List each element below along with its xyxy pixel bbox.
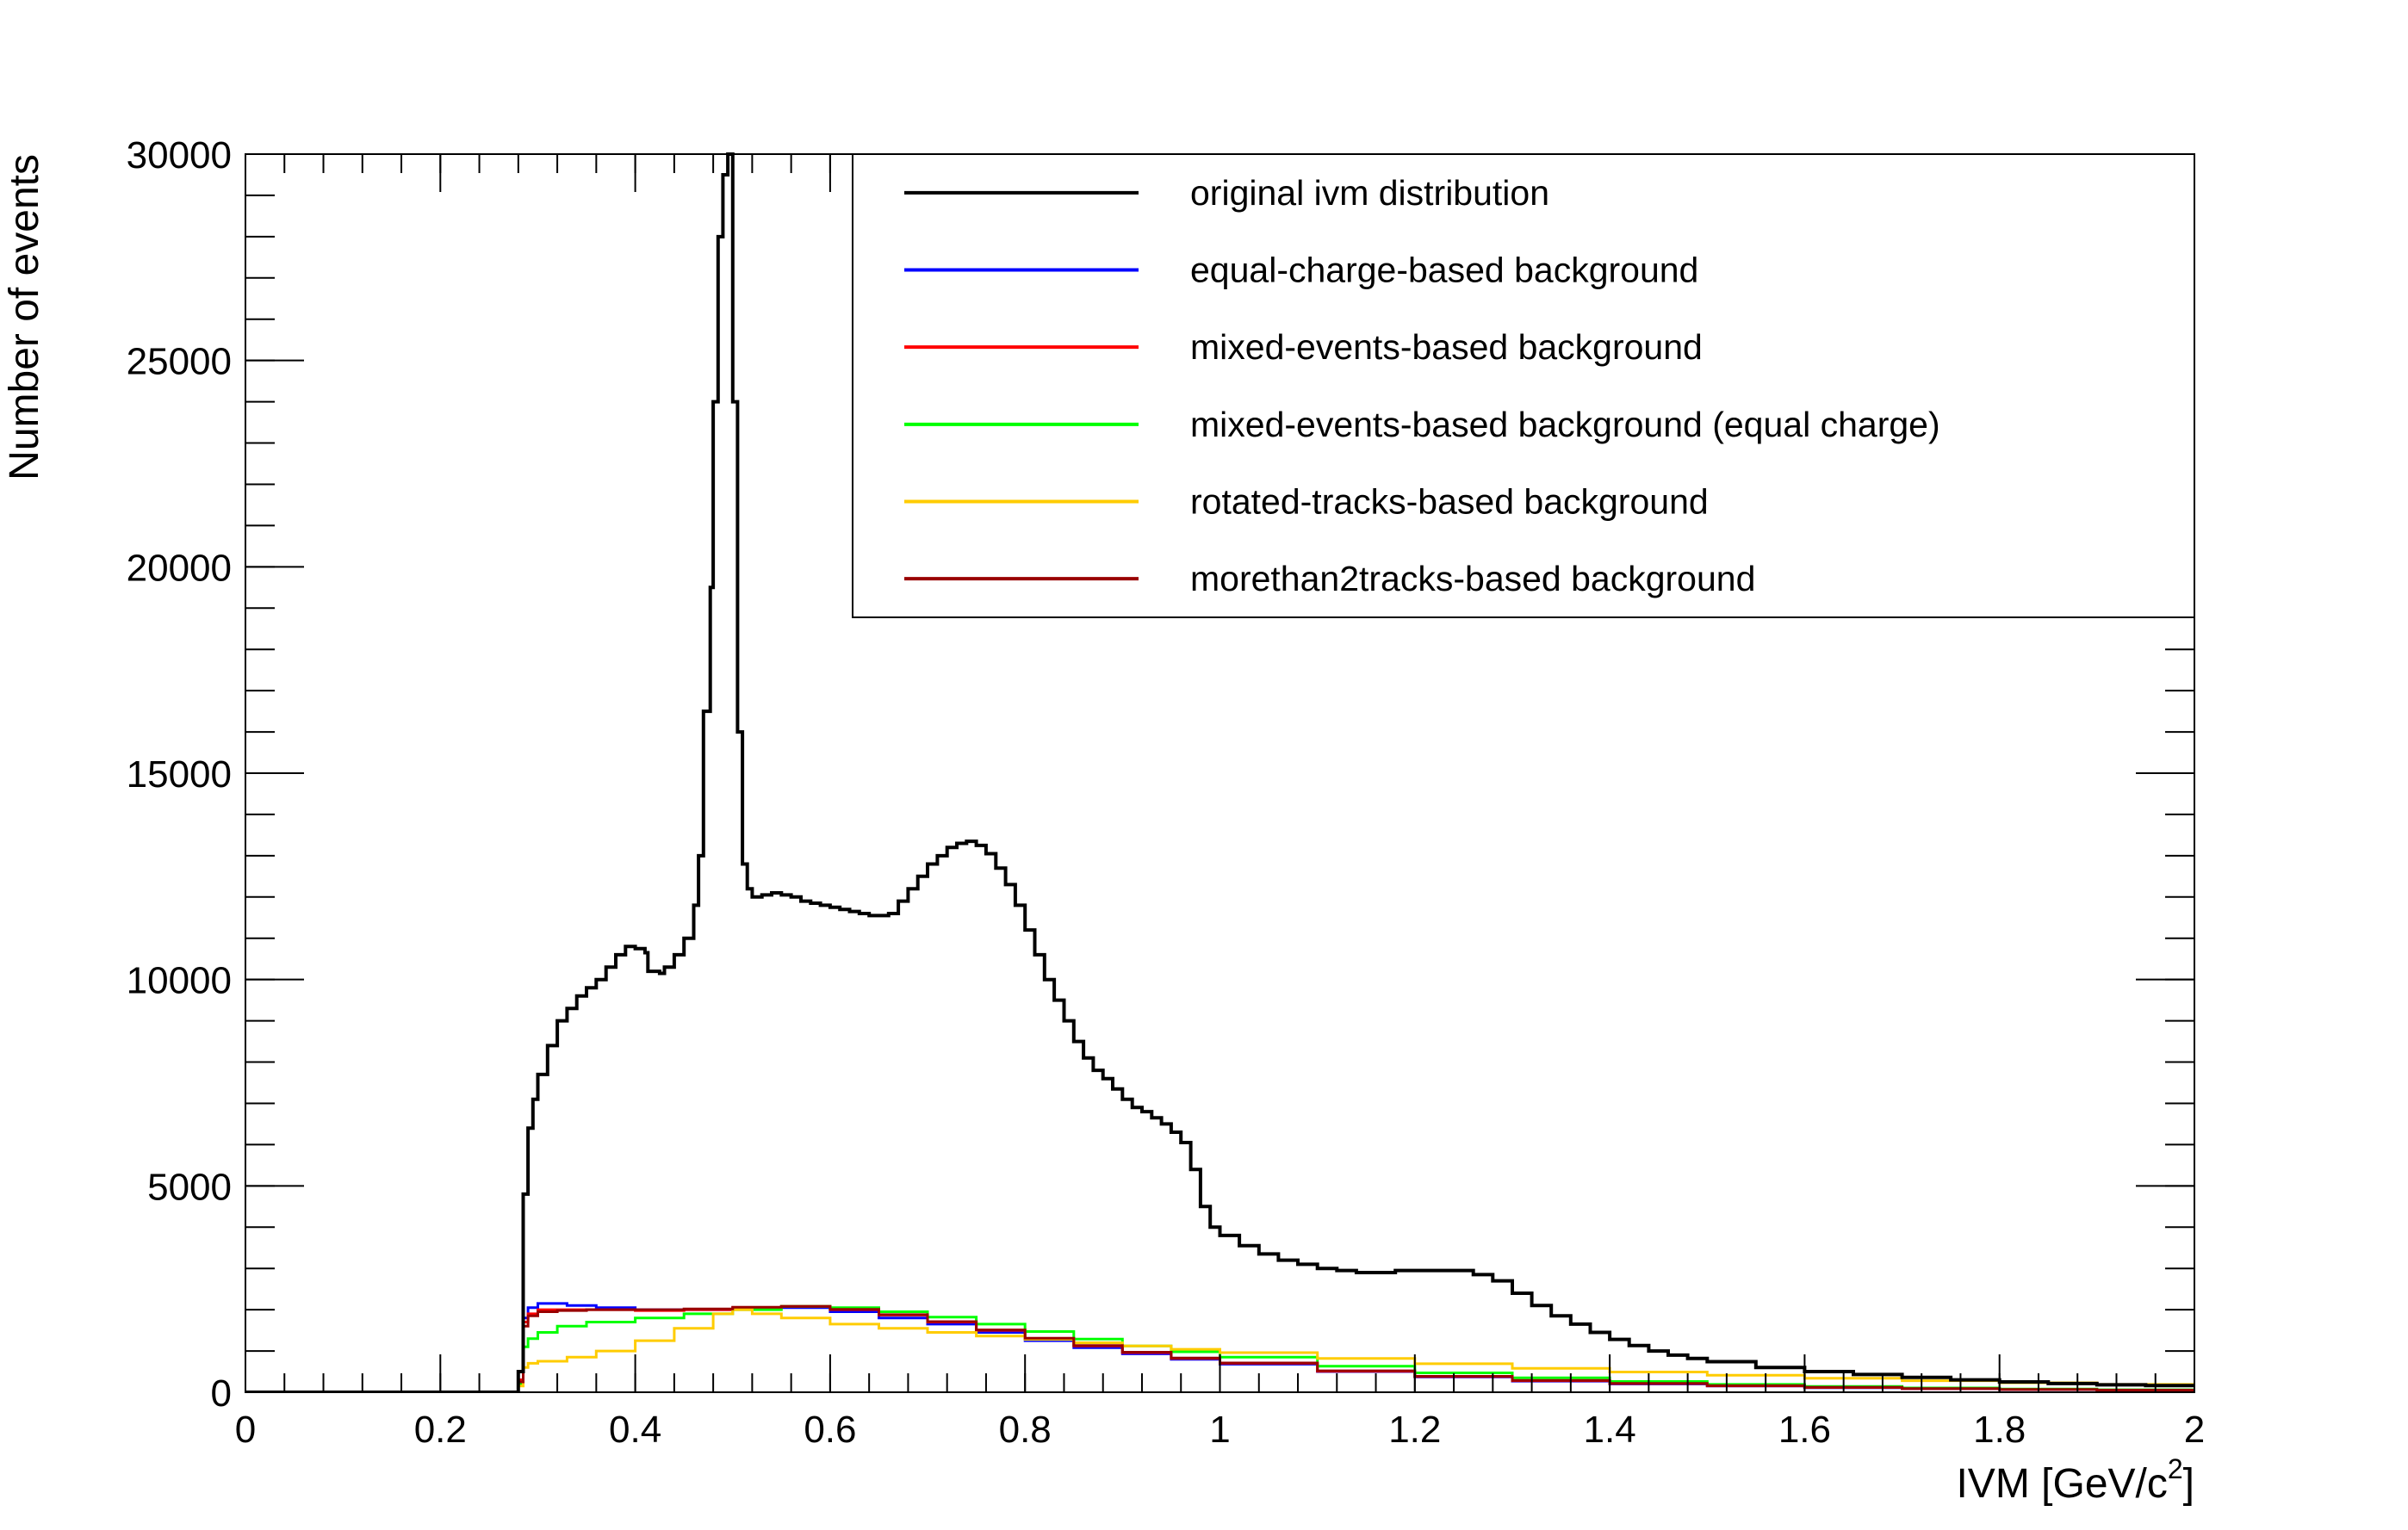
y-tick-label: 0 bbox=[211, 1372, 232, 1415]
x-tick-label: 1.2 bbox=[1388, 1409, 1441, 1451]
y-tick-label: 30000 bbox=[127, 134, 232, 177]
x-tick-label: 1.8 bbox=[1973, 1409, 2026, 1451]
x-tick-label: 0.6 bbox=[804, 1409, 856, 1451]
series-line-morethan2tracks-based-background bbox=[514, 1304, 2194, 1392]
labels-layer: 0 0.2 0.4 0.6 0.8 1 1.2 1.4 1.6 1.8 2 0 5000 10000 150… bbox=[2, 134, 2205, 1507]
legend-label-equal-charge-based-background: equal-charge-based background bbox=[1190, 251, 1698, 290]
y-tick-label: 25000 bbox=[127, 341, 232, 383]
x-tick-label: 1.6 bbox=[1778, 1409, 1831, 1451]
legend-label-mixed-events-based-background: mixed-events-based background bbox=[1190, 327, 1703, 367]
series-layer bbox=[245, 152, 2194, 1392]
y-tick-label: 5000 bbox=[147, 1166, 232, 1208]
legend-label-original-ivm-distribution: original ivm distribution bbox=[1190, 173, 1549, 213]
legend-box bbox=[852, 153, 2195, 618]
legend-label-morethan2tracks-based-background: morethan2tracks-based background bbox=[1190, 559, 1755, 598]
x-tick-label: 0 bbox=[235, 1409, 256, 1451]
legend: original ivm distribution equal-charge-ba… bbox=[852, 153, 2195, 618]
series-line-original-ivm-distribution bbox=[245, 152, 2194, 1392]
legend-label-rotated-tracks-based-background: rotated-tracks-based background bbox=[1190, 482, 1709, 522]
y-tick-label: 15000 bbox=[127, 753, 232, 796]
legend-label-mixed-events-based-background-equal-charge: mixed-events-based background (equal cha… bbox=[1190, 405, 1940, 444]
y-axis-title: Number of events bbox=[2, 154, 47, 480]
series-line-rotated-tracks-based-background bbox=[514, 1308, 2194, 1392]
x-axis-title: IVM [GeV/c2] bbox=[1956, 1453, 2194, 1507]
x-tick-label: 1 bbox=[1209, 1409, 1230, 1451]
x-tick-label: 1.4 bbox=[1584, 1409, 1636, 1451]
x-tick-label: 0.4 bbox=[609, 1409, 661, 1451]
y-tick-label: 10000 bbox=[127, 960, 232, 1002]
y-tick-label: 20000 bbox=[127, 547, 232, 589]
x-tick-label: 2 bbox=[2184, 1409, 2205, 1451]
x-tick-label: 0.8 bbox=[999, 1409, 1052, 1451]
x-tick-label: 0.2 bbox=[414, 1409, 467, 1451]
